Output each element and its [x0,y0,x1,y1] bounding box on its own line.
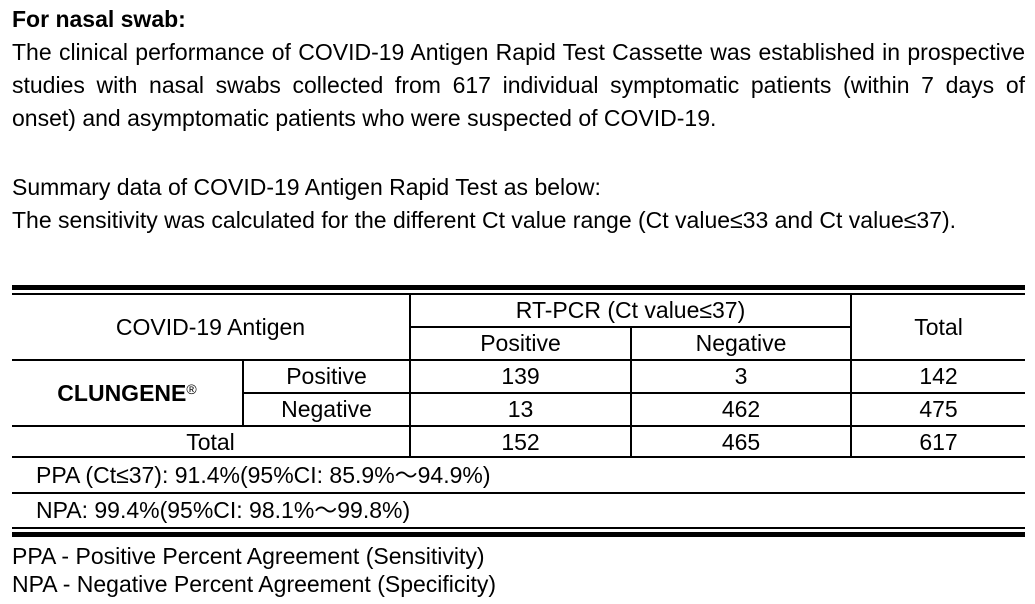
sensitivity-paragraph: The sensitivity was calculated for the d… [12,207,957,233]
row-label-positive: Positive [242,359,411,394]
table-top-rule-thin [12,293,1025,295]
cell-neg-pos: 13 [409,392,632,427]
row-label-negative: Negative [242,392,411,427]
stats-mid-rule [12,492,1025,494]
cell-neg-neg: 462 [629,392,853,427]
summary-paragraph: Summary data of COVID-19 Antigen Rapid T… [12,174,601,200]
brand-name: CLUNGENE [57,379,187,406]
ppa-stat: PPA (Ct≤37): 91.4%(95%CI: 85.9%～94.9%) [36,462,491,488]
brand-cell: CLUNGENE® [12,359,244,427]
table-header-row: COVID-19 Antigen RT-PCR (Ct value≤37) To… [12,295,1026,361]
row-label-total: Total [12,425,411,458]
intro-paragraph: The clinical performance of COVID-19 Ant… [12,39,1025,131]
corner-label: COVID-19 Antigen [12,295,411,361]
cell-pos-total: 142 [850,359,1026,394]
ppa-definition: PPA - Positive Percent Agreement (Sensit… [12,543,485,569]
table-row-negative: Negative 13 462 475 [12,392,1026,427]
npa-stat: NPA: 99.4%(95%CI: 98.1%～99.8%) [36,497,411,523]
col-header-negative: Negative [629,326,853,361]
table-bottom-rule-thick [12,532,1025,537]
cell-total-neg: 465 [629,425,853,458]
col-header-positive: Positive [409,326,632,361]
table-subheader-row: Positive Negative [12,326,1025,361]
npa-definition: NPA - Negative Percent Agreement (Specif… [12,571,497,597]
stats-top-rule [12,456,1025,458]
group-header: RT-PCR (Ct value≤37) [408,295,853,328]
table-row-total: Total 152 465 617 [12,425,1026,458]
cell-neg-total: 475 [850,392,1026,427]
cell-total-total: 617 [850,425,1026,458]
cell-total-pos: 152 [409,425,632,458]
section-heading: For nasal swab: [12,6,186,32]
table-row-positive: CLUNGENE® Positive 139 3 142 [12,359,1026,427]
registered-mark: ® [186,380,197,397]
cell-pos-pos: 139 [409,359,632,394]
cell-pos-neg: 3 [629,359,853,394]
table-top-rule-thick [12,285,1025,290]
results-table: COVID-19 Antigen RT-PCR (Ct value≤37) To… [12,295,1026,458]
table-bottom-rule-thin [12,527,1025,529]
col-header-total: Total [850,295,1026,361]
